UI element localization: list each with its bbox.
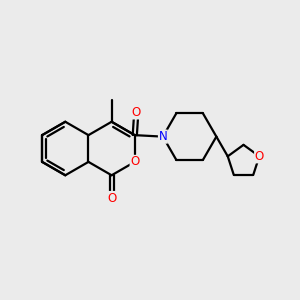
Text: O: O: [107, 191, 116, 205]
Text: N: N: [158, 130, 167, 143]
Text: O: O: [130, 155, 140, 168]
Text: O: O: [255, 150, 264, 163]
Text: O: O: [132, 106, 141, 119]
